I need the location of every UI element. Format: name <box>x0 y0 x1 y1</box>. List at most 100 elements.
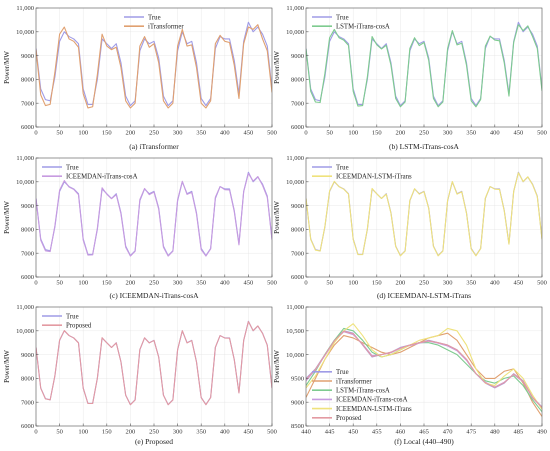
x-tick-label: 450 <box>244 429 254 436</box>
x-tick-label: 450 <box>348 429 358 436</box>
legend-label: ICEEMDAN-LSTM-iTrans <box>336 406 412 413</box>
x-tick-label: 300 <box>443 130 453 137</box>
y-tick-label: 10,000 <box>286 179 304 186</box>
y-tick-label: 9000 <box>21 53 34 60</box>
x-tick-label: 150 <box>102 429 112 436</box>
x-tick-label: 250 <box>149 429 159 436</box>
x-tick-label: 50 <box>56 280 63 287</box>
x-tick-label: 450 <box>514 280 524 287</box>
panel-caption: (d) ICEEMDAN-LSTM-iTrans <box>377 291 471 300</box>
series-line-proposed <box>36 320 272 406</box>
x-tick-label: 350 <box>196 429 206 436</box>
legend-label: True <box>336 14 349 21</box>
legend: True ICEEMDAN-iTrans-cosA <box>42 164 138 181</box>
x-tick-label: 250 <box>149 280 159 287</box>
y-tick-label: 7000 <box>291 100 304 107</box>
chart-panel-4: 6000 7000 8000 9000 10,000 11,000 0 50 100 150 200… <box>273 155 547 300</box>
x-tick-label: 100 <box>78 280 88 287</box>
x-tick-label: 400 <box>220 130 230 137</box>
y-tick-label: 11,000 <box>286 155 304 162</box>
panel-caption: (f) Local (440–490) <box>394 437 454 446</box>
y-axis-label: Power/MW <box>273 51 281 84</box>
x-tick-label: 50 <box>56 429 63 436</box>
x-tick-label: 50 <box>326 130 333 137</box>
series-line-iceemdan-itrans-cosa <box>36 172 272 257</box>
legend-label: True <box>148 14 161 21</box>
y-axis-label: Power/MW <box>3 201 11 234</box>
legend-label: LSTM-iTrans-cosA <box>336 24 390 31</box>
x-tick-label: 150 <box>102 280 112 287</box>
x-tick-label: 200 <box>396 130 406 137</box>
y-axis-label: Power/MW <box>3 51 11 84</box>
series-line-itransformer <box>36 24 272 109</box>
legend-label: True <box>66 313 79 320</box>
x-tick-label: 450 <box>244 280 254 287</box>
series-line-itransformer <box>306 332 542 417</box>
y-tick-label: 10,000 <box>16 29 34 36</box>
x-tick-label: 400 <box>490 130 500 137</box>
chart-panel-1: 6000 7000 8000 9000 10,000 11,000 0 50 100 150 200… <box>3 5 277 151</box>
x-tick-label: 0 <box>304 130 307 137</box>
x-tick-label: 455 <box>372 429 382 436</box>
x-tick-label: 250 <box>149 130 159 137</box>
x-tick-label: 460 <box>396 429 406 436</box>
y-tick-label: 11,000 <box>286 5 304 12</box>
x-tick-label: 150 <box>372 130 382 137</box>
x-tick-label: 485 <box>514 429 524 436</box>
x-tick-label: 500 <box>267 280 277 287</box>
x-tick-label: 100 <box>78 130 88 137</box>
x-tick-label: 470 <box>443 429 453 436</box>
panel-caption: (c) ICEEMDAN-iTrans-cosA <box>109 291 199 300</box>
x-tick-label: 100 <box>78 429 88 436</box>
legend: True ICEEMDAN-LSTM-iTrans <box>312 164 412 181</box>
legend-label: LSTM-iTrans-cosA <box>336 388 390 395</box>
series-line-true <box>36 21 272 107</box>
chart-panel-2: 6000 7000 8000 9000 10,000 11,000 0 50 100 150 200… <box>273 5 547 151</box>
x-tick-label: 400 <box>490 280 500 287</box>
y-tick-label: 8000 <box>21 77 34 84</box>
y-tick-label: 8000 <box>291 227 304 234</box>
y-tick-label: 10,000 <box>286 29 304 36</box>
x-tick-label: 300 <box>173 429 183 436</box>
y-tick-label: 9000 <box>21 203 34 210</box>
x-tick-label: 475 <box>466 429 476 436</box>
y-tick-label: 9000 <box>21 352 34 359</box>
y-tick-label: 11,000 <box>286 304 304 311</box>
x-tick-label: 500 <box>537 130 547 137</box>
legend: True Proposed <box>42 313 92 330</box>
legend-label: True <box>66 164 79 171</box>
y-tick-label: 7000 <box>21 250 34 257</box>
y-tick-label: 10,500 <box>286 328 304 335</box>
legend-label: iTransformer <box>336 378 372 385</box>
x-tick-label: 300 <box>173 130 183 137</box>
x-tick-label: 350 <box>466 130 476 137</box>
y-tick-label: 10,000 <box>16 179 34 186</box>
x-tick-label: 445 <box>325 429 335 436</box>
y-tick-label: 8000 <box>21 376 34 383</box>
y-tick-label: 6000 <box>291 274 304 281</box>
y-tick-label: 11,000 <box>16 155 34 162</box>
y-tick-label: 6000 <box>291 124 304 131</box>
x-tick-label: 250 <box>419 280 429 287</box>
x-tick-label: 500 <box>267 429 277 436</box>
panel-caption: (a) iTransformer <box>129 142 179 151</box>
y-tick-label: 9000 <box>291 53 304 60</box>
chart-panel-3: 6000 7000 8000 9000 10,000 11,000 0 50 100 150 200… <box>3 155 277 300</box>
series-line-proposed <box>306 330 542 408</box>
x-tick-label: 100 <box>348 130 358 137</box>
x-tick-label: 450 <box>244 130 254 137</box>
panel-caption: (b) LSTM-iTrans-cosA <box>389 142 460 151</box>
series-line-lstm-itrans-cosa <box>306 24 542 108</box>
x-tick-label: 350 <box>196 130 206 137</box>
legend-label: True <box>336 369 349 376</box>
x-tick-label: 300 <box>173 280 183 287</box>
y-tick-label: 8500 <box>291 423 304 430</box>
x-tick-label: 50 <box>326 280 333 287</box>
legend-label: ICEEMDAN-LSTM-iTrans <box>336 174 412 181</box>
x-tick-label: 465 <box>419 429 429 436</box>
x-tick-label: 0 <box>34 130 37 137</box>
panel-caption: (e) Proposed <box>135 437 173 446</box>
y-tick-label: 6000 <box>21 274 34 281</box>
x-tick-label: 200 <box>396 280 406 287</box>
